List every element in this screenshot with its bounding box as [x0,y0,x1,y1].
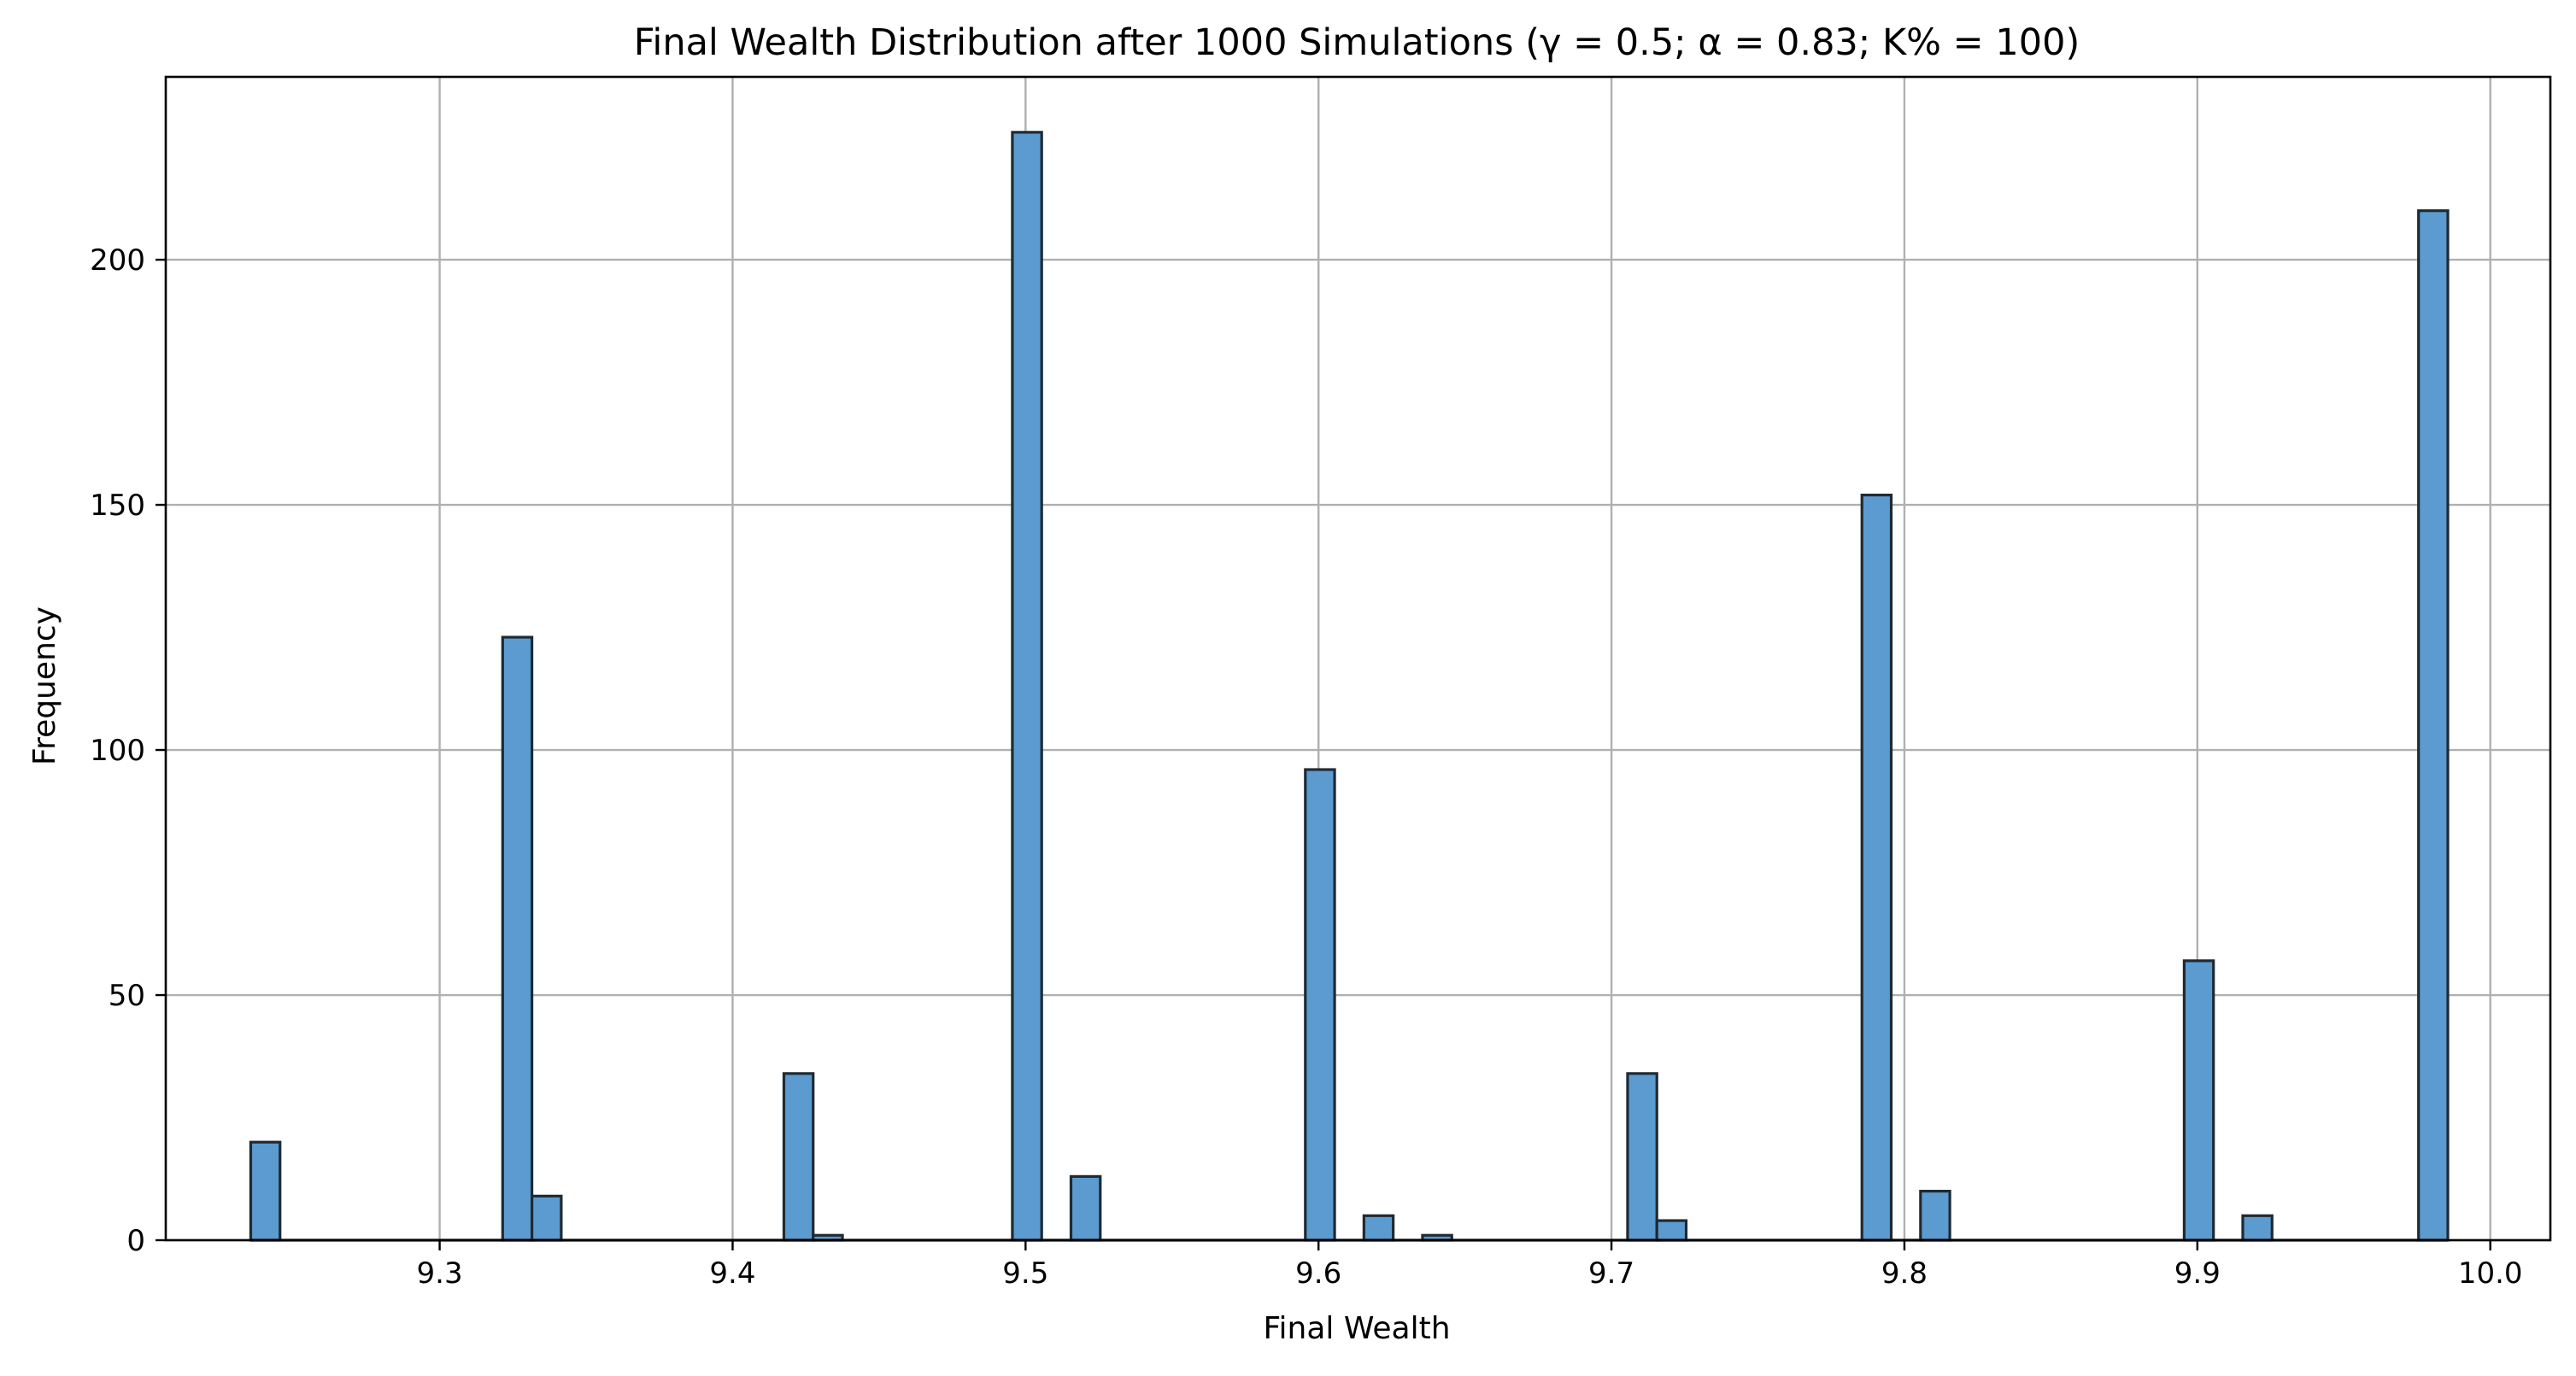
chart-title: Final Wealth Distribution after 1000 Sim… [634,21,2080,64]
histogram-bar-11 [1655,1219,1688,1242]
histogram-bar-16 [2417,209,2450,1242]
histogram-bar-14 [2182,959,2215,1242]
histogram-bar-6 [1069,1174,1102,1242]
x-tick-label: 9.7 [1588,1256,1634,1291]
histogram-bar-13 [1919,1190,1951,1242]
histogram-bar-1 [501,635,534,1242]
histogram-bar-0 [249,1140,282,1242]
x-tick-label: 9.3 [417,1256,463,1291]
y-tick-label: 200 [90,243,145,278]
histogram-bar-3 [782,1072,815,1242]
histogram-bar-7 [1304,768,1336,1242]
x-tick-label: 9.9 [2174,1256,2221,1291]
y-tick-label: 150 [90,489,145,523]
histogram-bar-2 [530,1194,563,1242]
histogram-bar-10 [1626,1072,1658,1242]
histogram-bar-8 [1362,1214,1395,1242]
x-axis-ticks: 9.3 9.4 9.5 9.6 9.7 9.8 9.9 10.0 [417,1240,2523,1291]
x-tick-label: 9.4 [709,1256,755,1291]
y-axis-label: Frequency [27,606,62,765]
x-tick-label: 9.6 [1295,1256,1341,1291]
histogram-bar-5 [1011,131,1043,1242]
x-tick-label: 10.0 [2458,1256,2523,1291]
x-tick-label: 9.5 [1002,1256,1048,1291]
x-tick-label: 9.8 [1881,1256,1928,1291]
y-tick-label: 50 [109,979,145,1013]
plot-area-frame [164,75,2552,1242]
y-tick-label: 100 [90,734,145,768]
histogram-bar-15 [2241,1214,2274,1242]
y-tick-label: 0 [126,1224,145,1258]
y-axis-ticks: 0 50 100 150 200 [90,243,166,1258]
histogram-bar-12 [1860,493,1893,1242]
x-axis-label: Final Wealth [1263,1311,1450,1346]
